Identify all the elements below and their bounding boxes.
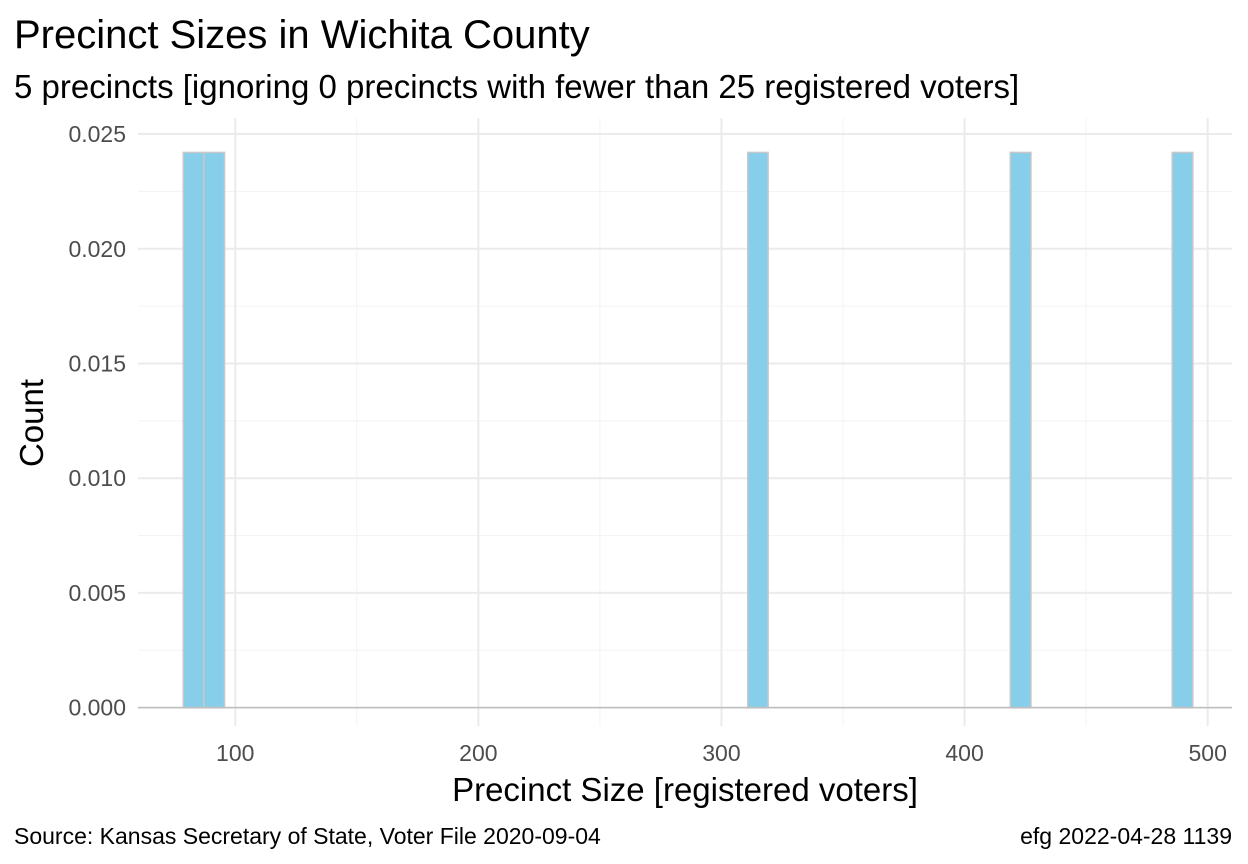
author-caption: efg 2022-04-28 1139	[1020, 823, 1232, 849]
x-axis-ticks: 100 200 300 400 500	[216, 740, 1227, 766]
histogram-bar	[182, 151, 205, 709]
x-tick-label: 100	[216, 740, 254, 766]
histogram-bars	[138, 151, 1232, 709]
y-axis-title: Count	[13, 379, 50, 467]
x-axis-title: Precinct Size [registered voters]	[452, 771, 918, 808]
histogram-bar	[1171, 151, 1194, 709]
x-tick-label: 500	[1189, 740, 1227, 766]
y-tick-label: 0.025	[68, 121, 126, 147]
y-tick-label: 0.005	[68, 580, 126, 606]
histogram-bar	[746, 151, 769, 709]
histogram-bar	[203, 151, 226, 709]
x-tick-label: 200	[459, 740, 497, 766]
chart-subtitle: 5 precincts [ignoring 0 precincts with f…	[14, 68, 1020, 105]
y-tick-label: 0.000	[68, 695, 126, 721]
source-caption: Source: Kansas Secretary of State, Voter…	[14, 823, 601, 849]
histogram-bar	[1009, 151, 1032, 709]
y-tick-label: 0.020	[68, 236, 126, 262]
y-tick-label: 0.015	[68, 350, 126, 376]
grid-lines	[138, 118, 1232, 726]
y-axis-ticks: 0.000 0.005 0.010 0.015 0.020 0.025	[68, 121, 126, 721]
x-tick-label: 300	[702, 740, 740, 766]
x-tick-label: 400	[945, 740, 983, 766]
chart-title: Precinct Sizes in Wichita County	[14, 13, 590, 57]
y-tick-label: 0.010	[68, 465, 126, 491]
